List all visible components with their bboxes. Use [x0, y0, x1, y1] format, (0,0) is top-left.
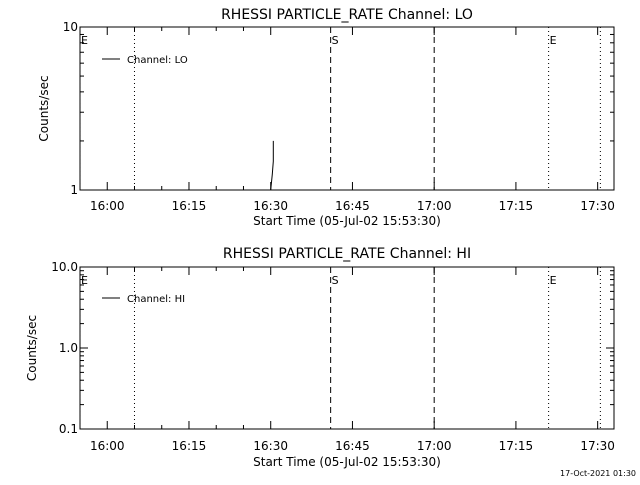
y-axis-label: Counts/sec: [25, 315, 39, 381]
x-tick-label: 16:45: [335, 439, 370, 453]
x-tick-label: 17:30: [580, 439, 615, 453]
y-axis-label: Counts/sec: [37, 75, 51, 141]
event-marker-label: S: [332, 34, 339, 47]
footer-timestamp: 17-Oct-2021 01:30: [560, 469, 636, 478]
event-marker-label: E: [81, 34, 88, 47]
plot-frame: [79, 26, 615, 191]
y-tick-label: 10: [63, 20, 78, 34]
x-tick-label: 17:00: [417, 199, 452, 213]
y-tick-label: 0.1: [59, 422, 78, 436]
x-tick-label: 16:15: [172, 199, 207, 213]
chart-panel-0: RHESSI PARTICLE_RATE Channel: LO E S E 16:00…: [37, 7, 615, 228]
y-tick-label: 1.0: [59, 341, 78, 355]
legend-label: Channel: LO: [127, 55, 188, 66]
x-tick-label: 16:30: [253, 199, 288, 213]
legend-label: Channel: HI: [127, 294, 185, 305]
x-axis-label: Start Time (05-Jul-02 15:53:30): [253, 455, 441, 469]
chart-title: RHESSI PARTICLE_RATE Channel: HI: [223, 246, 471, 262]
event-marker-label: E: [550, 274, 557, 287]
x-tick-label: 17:15: [499, 199, 534, 213]
x-tick-label: 17:15: [499, 439, 534, 453]
x-tick-label: 16:30: [253, 439, 288, 453]
x-tick-label: 17:30: [580, 199, 615, 213]
event-marker-label: E: [550, 34, 557, 47]
event-marker-label: S: [332, 274, 339, 287]
x-tick-label: 16:15: [172, 439, 207, 453]
y-tick-label: 1: [70, 183, 78, 197]
x-tick-label: 16:00: [90, 199, 125, 213]
plot-frame: [79, 266, 615, 430]
chart-panel-1: RHESSI PARTICLE_RATE Channel: HI E S E 16:00…: [25, 246, 615, 469]
y-tick-label: 10.0: [51, 260, 78, 274]
x-axis-label: Start Time (05-Jul-02 15:53:30): [253, 214, 441, 228]
event-marker-label: E: [81, 274, 88, 287]
x-tick-label: 17:00: [417, 439, 452, 453]
series-line: [270, 140, 274, 191]
chart-title: RHESSI PARTICLE_RATE Channel: LO: [221, 7, 473, 23]
x-tick-label: 16:00: [90, 439, 125, 453]
x-tick-label: 16:45: [335, 199, 370, 213]
